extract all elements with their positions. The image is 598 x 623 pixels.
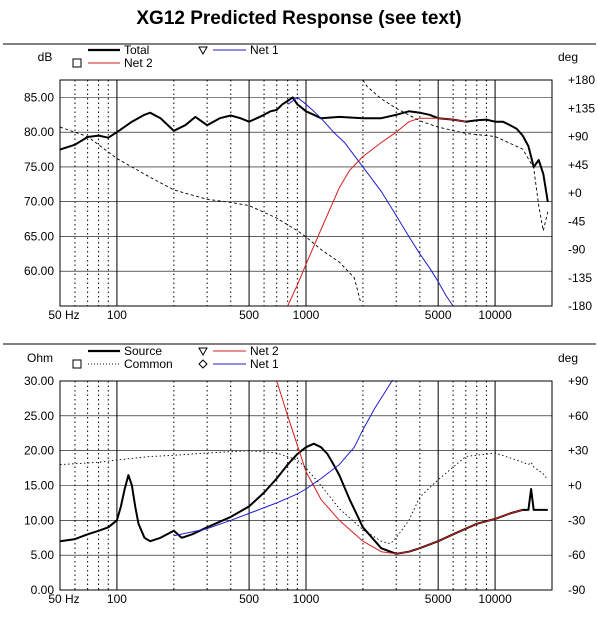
y2-axis-label: deg [558,351,578,365]
y2-tick-label: -45 [568,214,586,228]
y2-tick-label: +0 [568,479,582,493]
legend: Total Net 1 Net 2 [72,43,279,70]
legend-label: Total [124,43,149,57]
legend-marker-square [72,58,82,68]
x-tick-label: 5000 [425,308,452,322]
legend-marker-diamond [198,359,208,369]
y2-tick-label: +60 [568,409,589,423]
x-tick-label: 10000 [478,592,512,606]
series-line-total [60,96,549,202]
y2-tick-label: +135 [568,101,595,115]
y2-tick-label: -90 [568,243,586,257]
legend-label: Net 2 [250,344,279,358]
y2-tick-label: +0 [568,186,582,200]
legend-marker-triangle [198,347,208,357]
y2-tick-label: +30 [568,444,589,458]
legend-label: Net 1 [250,357,279,371]
legend-marker-triangle [198,46,208,56]
x-tick-label: 1000 [293,592,320,606]
series-line-net-2 [287,117,466,307]
x-tick-label: 1000 [293,308,320,322]
grid-lines [59,80,553,306]
y-tick-label: 80.00 [24,125,54,139]
y2-axis-label: deg [558,50,578,64]
x-tick-label: 50 Hz [48,308,79,322]
series-line-phase [60,79,549,304]
y-tick-label: 85.00 [24,90,54,104]
y2-tick-label: -180 [568,299,592,313]
x-tick-label: 500 [239,592,259,606]
grid-lines [59,380,553,591]
y-axis-label: dB [38,50,53,64]
y2-tick-label: +90 [568,374,589,388]
x-tick-label: 5000 [425,592,452,606]
y-tick-label: 30.00 [24,374,54,388]
legend-label: Common [124,357,173,371]
y-tick-label: 60.00 [24,264,54,278]
series-group [60,380,549,555]
x-tick-label: 500 [239,308,259,322]
x-tick-label: 10000 [478,308,512,322]
y2-tick-label: -30 [568,513,586,527]
y2-tick-label: +90 [568,130,589,144]
y-tick-label: 70.00 [24,195,54,209]
y-tick-label: 65.00 [24,229,54,243]
y-tick-label: 15.00 [24,479,54,493]
y-tick-label: 20.00 [24,444,54,458]
legend-label: Net 1 [250,43,279,57]
y-tick-label: 10.00 [24,513,54,527]
series-line-common [60,450,549,545]
y2-tick-label: -60 [568,548,586,562]
x-tick-label: 50 Hz [48,592,79,606]
y2-tick-label: +45 [568,158,589,172]
series-group [60,79,549,307]
chart-title: XG12 Predicted Response (see text) [136,8,462,29]
legend: Source Net 2 Common Net 1 [72,344,279,371]
series-line-net-1 [287,96,454,307]
x-tick-label: 100 [107,308,127,322]
y2-tick-label: -135 [568,271,592,285]
series-line-net-1 [173,380,394,537]
series-line-source [60,442,548,555]
chart-panel-1: 60.00 65.00 70.00 75.00 80.00 85.00 -180 -135 -9… [3,43,596,322]
y2-tick-label: +180 [568,73,595,87]
legend-label: Source [124,344,162,358]
y-tick-label: 25.00 [24,409,54,423]
y-tick-label: 75.00 [24,160,54,174]
y2-tick-label: -90 [568,583,586,597]
y-tick-label: 5.00 [31,548,55,562]
series-line-net-2 [276,380,523,555]
legend-marker-square [72,359,82,369]
y-axis-label: Ohm [27,351,53,365]
x-tick-label: 100 [107,592,127,606]
chart-panel-2: 0.00 5.00 10.00 15.00 20.00 25.00 30.00 -90 -60 -… [3,343,596,606]
legend-label: Net 2 [124,56,153,70]
y-tick-label: 0.00 [31,583,55,597]
